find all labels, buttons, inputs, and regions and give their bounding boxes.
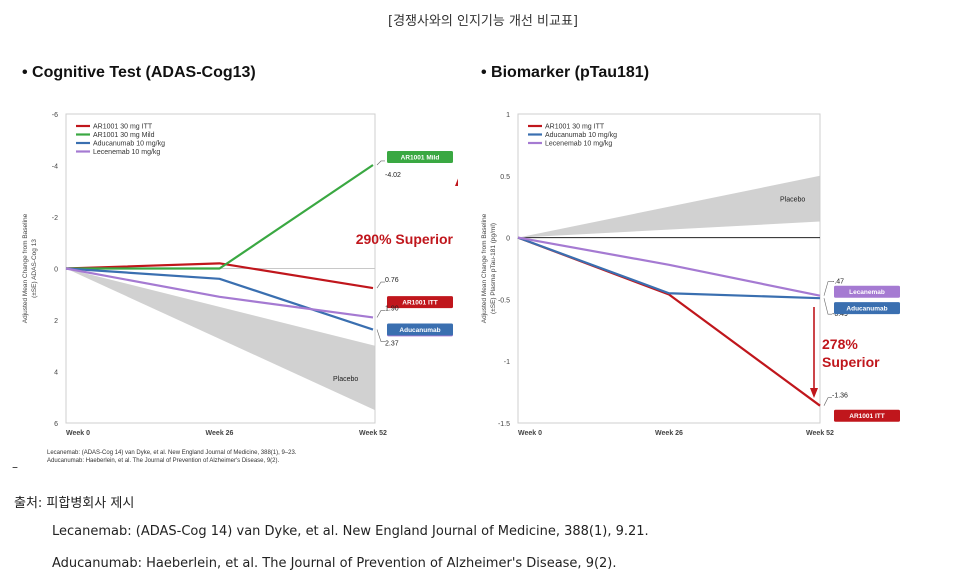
series-tag-box [387, 150, 453, 163]
series-line-0 [65, 262, 374, 290]
series-tag-label: AR1001 ITT [849, 413, 884, 420]
y-tick-label: -1.5 [498, 421, 510, 428]
superior-arrowhead [455, 178, 458, 186]
series-line-1 [517, 236, 821, 300]
y-tick-label: 1 [506, 112, 510, 119]
series-line-1 [66, 164, 374, 270]
x-tick-label: Week 52 [359, 430, 387, 437]
plot-frame [517, 113, 821, 424]
adas-cog-chart: -6 -4 -2 0 2 4 6 Week 0 Week 26 Week 52 Adjusted M… [22, 112, 458, 437]
y-tick-label: -1 [504, 359, 510, 366]
value-leader [823, 281, 832, 296]
value-label: 2.37 [385, 341, 399, 348]
y-tick-label: 6 [54, 421, 58, 428]
y-tick-label: -2 [52, 215, 58, 222]
y-axis-label: (±SE) ADAS-Cog 13 [31, 239, 38, 298]
y-tick-label: -4 [52, 164, 58, 171]
series-tag-label: Aducanumab [399, 327, 440, 334]
y-tick-label: 0 [54, 267, 58, 274]
y-tick-label: 2 [54, 318, 58, 325]
cognitive-test-title: • Cognitive Test (ADAS-Cog13) [22, 64, 256, 81]
legend-entry-2: Aducanumab 10 mg/kg [93, 141, 165, 148]
small-ref-aducanumab: Aducanumab: Haeberlein, et al. The Journ… [47, 458, 280, 464]
series-tag-box [387, 296, 453, 309]
y-tick-label: 0.5 [500, 174, 510, 181]
series-tag-box [834, 409, 900, 422]
legend-entry-1: AR1001 30 mg Mild [93, 132, 155, 139]
series-tag-label: Aducanumab [846, 306, 887, 313]
value-leader [376, 281, 385, 289]
reference-lecanemab: Lecanemab: (ADAS-Cog 14) van Dyke, et al… [52, 524, 649, 539]
y-axis-label: (±SE) Plasma pTau-181 (pg/ml) [490, 223, 497, 314]
x-tick-label: Week 52 [806, 430, 834, 437]
y-tick-label: 4 [54, 370, 58, 377]
source-label: 출처: 피합병회사 제시 [14, 496, 135, 511]
value-leader [823, 298, 832, 315]
series-tag-box [834, 302, 900, 315]
value-label: -0.49 [832, 311, 848, 318]
y-tick-label: 0 [506, 236, 510, 243]
superior-arrowhead [810, 388, 818, 398]
biomarker-title: • Biomarker (pTau181) [481, 64, 650, 81]
separator-dash: – [12, 460, 18, 474]
superior-annotation: 290% Superior [356, 231, 454, 247]
value-label: 1.90 [385, 305, 399, 312]
series-tag-label: AR1001 ITT [402, 300, 437, 307]
x-tick-label: Week 0 [518, 430, 542, 437]
series-tag-label: AR1001 Mild [401, 154, 440, 161]
series-tag-box [834, 285, 900, 298]
value-label: -.47 [832, 279, 844, 286]
reference-aducanumab: Aducanumab: Haeberlein, et al. The Journ… [52, 556, 617, 571]
series-line-2 [65, 267, 374, 331]
y-tick-label: -0.5 [498, 297, 510, 304]
value-label: 0.76 [385, 277, 399, 284]
value-leader [823, 397, 832, 406]
placebo-label: Placebo [333, 376, 358, 383]
series-line-3 [65, 267, 374, 319]
ptau-chart: 1 0.5 0 -0.5 -1 -1.5 Week 0 Week 26 Week 52 Adjus… [481, 112, 900, 437]
legend-entry-2: Lecenemab 10 mg/kg [545, 141, 612, 148]
x-tick-label: Week 26 [655, 430, 683, 437]
value-leader [376, 310, 385, 318]
legend-entry-1: Aducanumab 10 mg/kg [545, 132, 617, 139]
legend-entry-0: AR1001 30 mg ITT [93, 124, 153, 131]
chart-small-references: Lecanemab: (ADAS-Cog 14) van Dyke, et al… [47, 449, 296, 465]
series-tag-label: Lecanemab [849, 289, 885, 296]
value-label: -1.36 [832, 393, 848, 400]
x-tick-label: Week 26 [206, 430, 234, 437]
legend-entry-0: AR1001 30 mg ITT [545, 124, 605, 131]
series-line-2 [517, 236, 821, 297]
y-axis-label: Adjusted Mean Change from Baseline [22, 213, 29, 323]
value-label: -4.02 [385, 172, 401, 179]
placebo-band [518, 175, 820, 238]
superior-annotation: 278% [822, 336, 858, 352]
series-line-0 [517, 236, 821, 407]
x-tick-label: Week 0 [66, 430, 90, 437]
series-tag-box [387, 323, 453, 336]
y-axis-label: Adjusted Mean Change from Baseline [481, 213, 488, 323]
figure-caption: [경쟁사와의 인지기능 개선 비교표] [388, 14, 578, 29]
superior-annotation: Superior [822, 354, 880, 370]
value-leader [376, 160, 385, 166]
small-ref-lecanemab: Lecanemab: (ADAS-Cog 14) van Dyke, et al… [47, 450, 297, 456]
placebo-label: Placebo [780, 197, 805, 204]
legend-entry-3: Lecenemab 10 mg/kg [93, 149, 160, 156]
placebo-band [66, 268, 375, 411]
y-tick-label: -6 [52, 112, 58, 119]
value-leader [376, 329, 385, 342]
